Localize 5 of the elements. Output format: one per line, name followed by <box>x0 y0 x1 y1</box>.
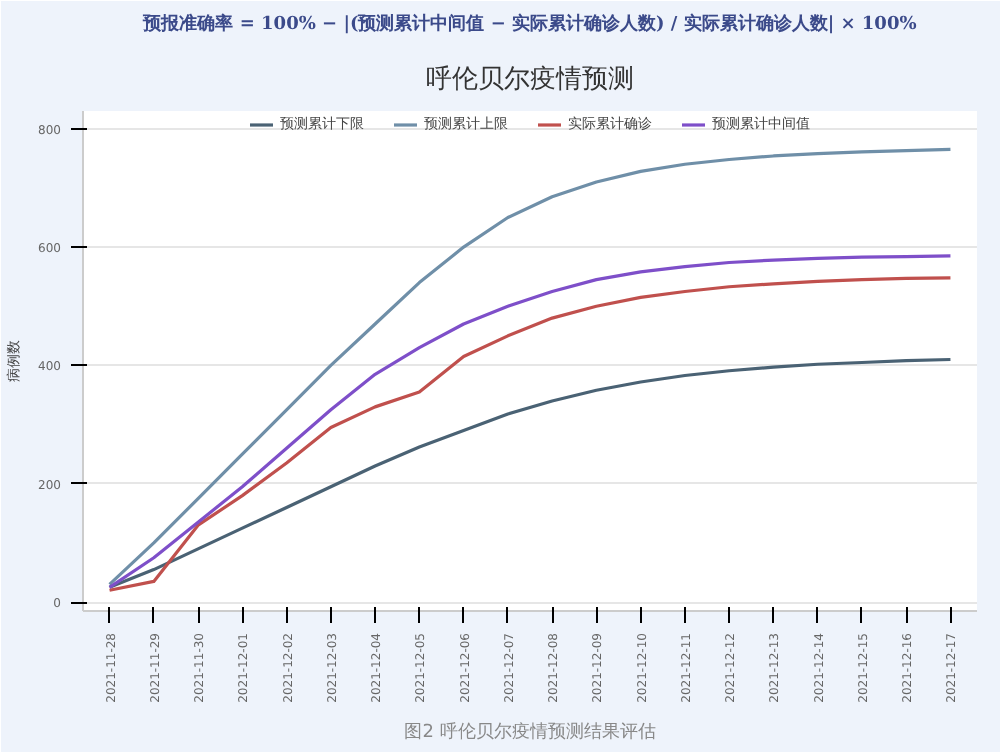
line-series <box>107 147 953 586</box>
line-series <box>107 357 953 589</box>
caption: 图2 呼伦贝尔疫情预测结果评估 <box>404 721 656 743</box>
text: 预报准确率 = 100% − |(预测累计中间值 − 实际累计确诊人数) / 实际累计确诊人数| × 100% <box>141 13 918 35</box>
chart-title: 呼伦贝尔疫情预测 <box>426 65 634 95</box>
